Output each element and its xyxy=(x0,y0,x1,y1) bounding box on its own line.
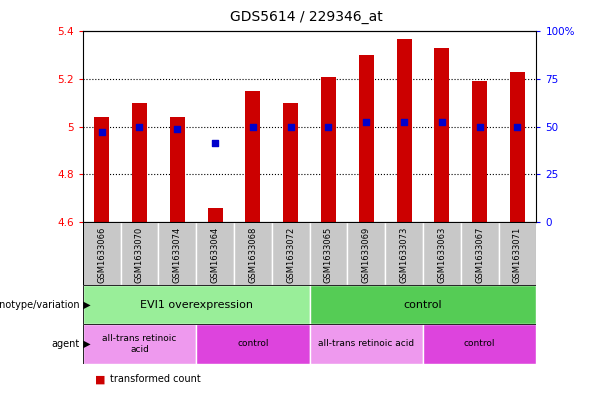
Text: GSM1633063: GSM1633063 xyxy=(437,227,446,283)
Text: GSM1633069: GSM1633069 xyxy=(362,227,371,283)
Bar xyxy=(310,285,536,324)
Text: ■: ■ xyxy=(95,374,109,384)
Point xyxy=(248,123,257,130)
Text: transformed count: transformed count xyxy=(110,374,201,384)
Text: genotype/variation: genotype/variation xyxy=(0,299,80,310)
Bar xyxy=(321,77,336,222)
Bar xyxy=(510,72,525,222)
Text: EVI1 overexpression: EVI1 overexpression xyxy=(140,299,253,310)
Bar xyxy=(234,222,272,285)
Bar xyxy=(132,103,147,222)
Bar xyxy=(158,222,196,285)
Bar xyxy=(196,222,234,285)
Bar xyxy=(272,222,310,285)
Bar xyxy=(310,324,423,364)
Text: GSM1633070: GSM1633070 xyxy=(135,227,144,283)
Text: GDS5614 / 229346_at: GDS5614 / 229346_at xyxy=(230,10,383,24)
Point xyxy=(134,123,145,130)
Text: GSM1633064: GSM1633064 xyxy=(210,227,219,283)
Bar xyxy=(207,208,223,222)
Bar xyxy=(397,39,412,222)
Bar xyxy=(348,222,385,285)
Point xyxy=(475,123,485,130)
Text: GSM1633068: GSM1633068 xyxy=(248,227,257,283)
Text: GSM1633073: GSM1633073 xyxy=(400,227,409,283)
Bar xyxy=(283,103,299,222)
Point xyxy=(437,119,447,125)
Bar xyxy=(83,324,196,364)
Bar xyxy=(245,91,261,222)
Text: GSM1633067: GSM1633067 xyxy=(475,227,484,283)
Text: GSM1633074: GSM1633074 xyxy=(173,227,182,283)
Bar xyxy=(385,222,423,285)
Point xyxy=(512,123,522,130)
Point xyxy=(361,119,371,125)
Text: ▶: ▶ xyxy=(80,299,90,310)
Text: GSM1633065: GSM1633065 xyxy=(324,227,333,283)
Bar xyxy=(423,222,461,285)
Bar xyxy=(423,324,536,364)
Bar xyxy=(472,81,487,222)
Bar xyxy=(94,117,109,222)
Text: GSM1633072: GSM1633072 xyxy=(286,227,295,283)
Text: control: control xyxy=(464,340,495,348)
Point xyxy=(172,126,182,132)
Point xyxy=(324,123,333,130)
Text: agent: agent xyxy=(51,339,80,349)
Bar xyxy=(498,222,536,285)
Text: GSM1633066: GSM1633066 xyxy=(97,227,106,283)
Bar xyxy=(434,48,449,222)
Point xyxy=(399,119,409,125)
Point xyxy=(210,140,220,147)
Text: all-trans retinoic acid: all-trans retinoic acid xyxy=(318,340,414,348)
Bar xyxy=(461,222,498,285)
Bar xyxy=(83,285,310,324)
Text: control: control xyxy=(237,340,268,348)
Bar xyxy=(359,55,374,222)
Point xyxy=(286,123,295,130)
Bar xyxy=(310,222,348,285)
Bar xyxy=(121,222,158,285)
Text: control: control xyxy=(403,299,443,310)
Text: all-trans retinoic
acid: all-trans retinoic acid xyxy=(102,334,177,354)
Bar xyxy=(170,117,185,222)
Bar xyxy=(196,324,310,364)
Point xyxy=(97,129,107,135)
Bar xyxy=(83,222,121,285)
Text: ▶: ▶ xyxy=(80,339,90,349)
Text: GSM1633071: GSM1633071 xyxy=(513,227,522,283)
